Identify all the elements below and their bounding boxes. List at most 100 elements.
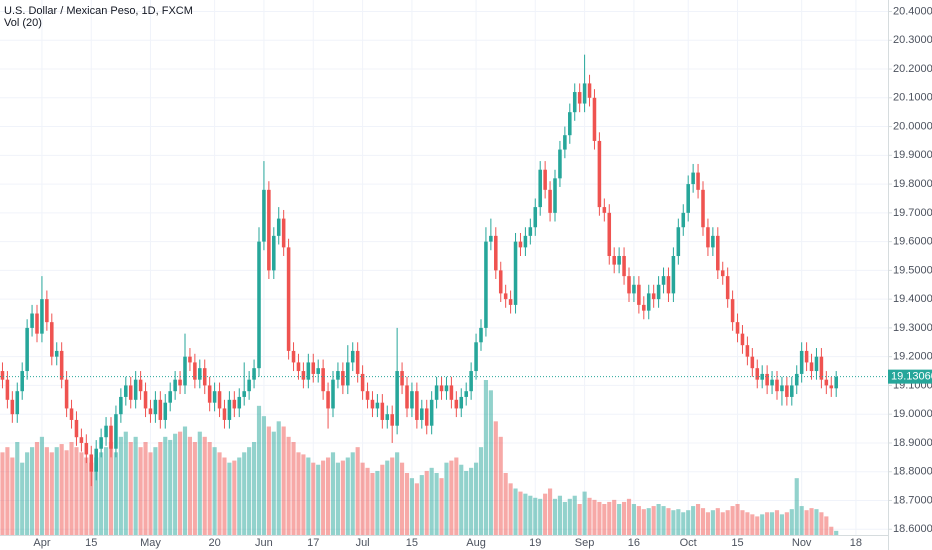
candle-body xyxy=(331,379,335,409)
volume-bar xyxy=(794,478,799,535)
volume-bar xyxy=(242,452,247,535)
volume-bar xyxy=(69,442,74,535)
candle-body xyxy=(656,284,661,300)
volume-bar xyxy=(498,436,503,535)
candle-body xyxy=(755,368,760,380)
candle-body xyxy=(548,189,552,213)
candle-body xyxy=(775,379,779,392)
candle-body xyxy=(666,276,671,294)
volume-bar xyxy=(113,452,119,535)
y-tick-label: 19.40000 xyxy=(893,293,932,305)
volume-bar xyxy=(232,460,237,535)
candle-body xyxy=(474,342,478,372)
volume-bar xyxy=(715,508,720,535)
volume-bar xyxy=(192,442,197,535)
volume-bar xyxy=(483,380,489,535)
candle-body xyxy=(311,362,316,374)
candle-body xyxy=(503,293,508,300)
y-tick-label: 18.90000 xyxy=(893,437,932,449)
volume-bar xyxy=(829,526,834,535)
volume-bar xyxy=(834,530,839,535)
x-tick-label: 15 xyxy=(85,537,97,549)
y-tick-label: 18.70000 xyxy=(893,494,932,506)
volume-bar xyxy=(197,431,202,535)
axes: 18.60000 18.70000 18.80000 18.90000 19.00000… xyxy=(0,5,932,549)
volume-bar xyxy=(493,421,498,535)
volume-bar xyxy=(547,488,553,535)
candle-body xyxy=(321,368,325,392)
volume-bar xyxy=(306,457,311,535)
x-tick-label: Nov xyxy=(792,537,812,549)
volume-bar xyxy=(533,497,538,535)
candle-body xyxy=(306,362,311,380)
volume-bar xyxy=(434,473,439,535)
volume-bar xyxy=(769,512,775,535)
candle-body xyxy=(597,140,602,208)
volume-bar xyxy=(0,452,5,535)
x-tick-label: 17 xyxy=(307,537,319,549)
volume-bar xyxy=(666,508,671,535)
candle-body xyxy=(730,299,735,323)
candle-body xyxy=(607,212,612,256)
volume-bar xyxy=(444,462,449,535)
volume-bar xyxy=(118,436,123,535)
candle-body xyxy=(464,391,468,397)
candle-body xyxy=(582,83,587,104)
candle-body xyxy=(602,207,607,213)
candle-body xyxy=(365,391,370,400)
candle-body xyxy=(632,284,636,294)
volume-bar xyxy=(641,509,646,535)
volume-bar xyxy=(251,442,257,535)
candle-body xyxy=(193,362,197,380)
volume-bar xyxy=(567,498,572,535)
volume-bar xyxy=(89,462,94,535)
candle-body xyxy=(824,379,829,386)
candles xyxy=(0,54,838,487)
candle-body xyxy=(587,83,592,98)
candle-body xyxy=(434,385,439,400)
candle-body xyxy=(750,356,755,369)
candle-body xyxy=(790,385,794,397)
candle-body xyxy=(35,313,39,334)
volume-bar xyxy=(636,506,641,535)
candle-body xyxy=(528,227,533,236)
candle-body xyxy=(513,241,518,305)
volume-bar xyxy=(29,447,35,535)
candle-body xyxy=(651,293,656,300)
candle-body xyxy=(479,327,483,343)
candle-body xyxy=(40,299,44,334)
candle-body xyxy=(646,293,651,311)
candle-body xyxy=(518,241,523,248)
volume-bar xyxy=(607,501,612,535)
candle-body xyxy=(94,448,98,472)
candle-body xyxy=(296,362,301,372)
last-price-box xyxy=(888,369,932,384)
candle-body xyxy=(74,419,79,438)
candle-body xyxy=(785,385,789,397)
candle-body xyxy=(375,402,380,409)
candle-body xyxy=(262,189,266,242)
candle-body xyxy=(563,135,567,150)
candle-body xyxy=(814,356,819,372)
volume-bar xyxy=(503,473,508,535)
candle-body xyxy=(173,379,177,392)
x-tick-label: Jun xyxy=(255,537,273,549)
volume-bar xyxy=(824,516,829,535)
candle-body xyxy=(133,379,138,400)
candle-body xyxy=(119,396,123,415)
volume-bar xyxy=(335,462,341,535)
candle-body xyxy=(459,396,464,409)
candle-body xyxy=(637,284,641,305)
candle-body xyxy=(301,371,306,380)
candle-body xyxy=(336,371,340,380)
volume-bar xyxy=(153,447,158,535)
candle-body xyxy=(227,399,232,420)
volume-bar xyxy=(523,493,528,535)
volume-bar xyxy=(681,512,686,535)
candle-body xyxy=(494,235,498,271)
volume-bar xyxy=(94,457,99,535)
volume-bar xyxy=(700,508,706,535)
volume-bar xyxy=(508,483,513,535)
volume-bar xyxy=(671,510,676,535)
candle-body xyxy=(410,391,414,409)
